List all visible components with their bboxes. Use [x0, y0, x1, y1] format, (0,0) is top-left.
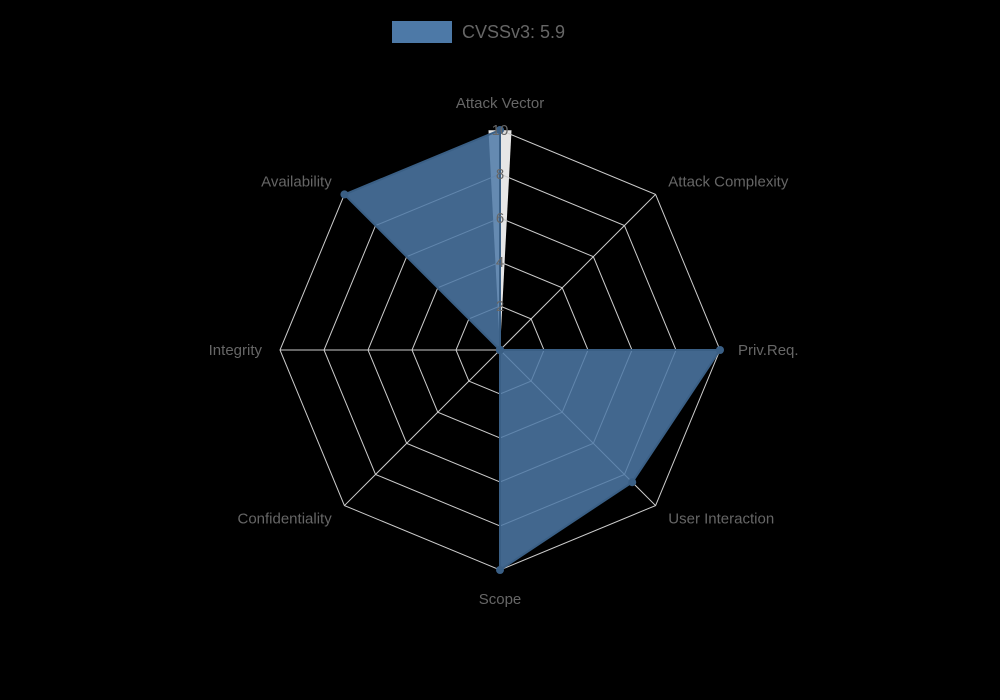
series-marker: [496, 346, 504, 354]
axis-label: Attack Vector: [456, 95, 544, 112]
series-marker: [340, 190, 348, 198]
series-marker: [628, 478, 636, 486]
axis-label: Priv.Req.: [738, 342, 799, 359]
legend: CVSSv3: 5.9: [392, 21, 565, 43]
axis-label: User Interaction: [668, 510, 774, 527]
axis-label: Attack Complexity: [668, 174, 789, 191]
tick-label: 6: [496, 210, 504, 227]
tick-label: 8: [496, 166, 504, 183]
axis-label: Scope: [479, 591, 522, 608]
series-marker: [716, 346, 724, 354]
cvss-radar-chart: 2 4 6 8 10 Attack Vector Attack Complexity Priv…: [0, 0, 1000, 700]
series-marker: [496, 566, 504, 574]
axis-label: Availability: [261, 174, 332, 191]
legend-label: CVSSv3: 5.9: [462, 22, 565, 42]
tick-label: 4: [496, 254, 504, 271]
axis-label: Integrity: [209, 342, 263, 359]
tick-label: 2: [496, 298, 504, 315]
axis-label: Confidentiality: [237, 510, 332, 527]
legend-swatch: [392, 21, 452, 43]
tick-label: 10: [492, 122, 509, 139]
